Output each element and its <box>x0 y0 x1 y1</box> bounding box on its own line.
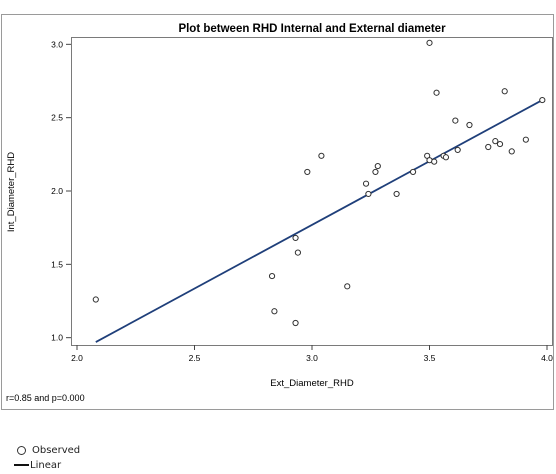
x-tick-label: 3.0 <box>306 353 318 363</box>
data-point <box>433 89 440 96</box>
data-point <box>426 39 433 46</box>
y-tick-label: 2.5 <box>51 113 63 123</box>
x-tick-label: 3.5 <box>424 353 436 363</box>
y-tick-label: 1.0 <box>51 333 63 343</box>
x-axis-label: Ext_Diameter_RHD <box>270 378 354 389</box>
data-point <box>466 121 473 129</box>
y-axis-label: Int_Diameter_RHD <box>6 152 17 232</box>
data-point <box>318 152 325 159</box>
data-point <box>454 146 461 154</box>
legend-item-observed: Observed <box>14 443 80 457</box>
data-point <box>365 190 372 198</box>
data-point <box>409 168 417 176</box>
data-point <box>485 143 492 151</box>
data-point <box>271 308 278 315</box>
x-tick-label: 2.5 <box>189 353 201 363</box>
data-point <box>492 138 499 145</box>
correlation-annotation: r=0.85 and p=0.000 <box>6 393 85 403</box>
x-tick-label: 4.0 <box>541 353 553 363</box>
data-point <box>304 168 311 176</box>
legend: Observed Linear <box>14 443 124 473</box>
x-tick-label: 2.0 <box>71 353 83 363</box>
observed-points-layer <box>92 39 546 327</box>
data-point <box>268 272 276 280</box>
data-point <box>292 319 299 327</box>
legend-item-linear: Linear <box>14 458 61 472</box>
data-point <box>539 96 546 104</box>
data-point <box>92 296 99 303</box>
data-point <box>442 154 450 161</box>
y-axis: 1.0 1.5 2.0 2.5 3.0 <box>51 39 71 343</box>
y-tick-label: 3.0 <box>51 39 63 49</box>
line-marker-icon <box>14 464 29 466</box>
data-point <box>374 162 381 170</box>
data-point <box>372 168 379 176</box>
chart-title: Plot between RHD Internal and External d… <box>178 23 446 35</box>
y-tick-label: 2.0 <box>51 186 63 196</box>
data-point <box>431 158 438 165</box>
data-point <box>294 249 301 256</box>
data-point <box>501 88 508 95</box>
data-point <box>344 283 351 290</box>
data-point <box>508 148 515 155</box>
data-point <box>362 180 370 187</box>
data-point <box>496 140 504 148</box>
x-axis: 2.0 2.5 3.0 3.5 4.0 <box>71 345 553 363</box>
regression-line <box>95 99 543 343</box>
legend-label-linear: Linear <box>30 459 62 471</box>
chart-frame <box>1 14 554 410</box>
data-point <box>452 117 459 124</box>
data-point <box>522 136 529 143</box>
data-point <box>292 234 299 242</box>
y-tick-label: 1.5 <box>51 259 63 269</box>
data-point <box>393 190 400 198</box>
legend-label-observed: Observed <box>32 444 81 456</box>
regression-line-layer <box>95 99 543 343</box>
open-circle-marker-icon <box>17 445 26 455</box>
